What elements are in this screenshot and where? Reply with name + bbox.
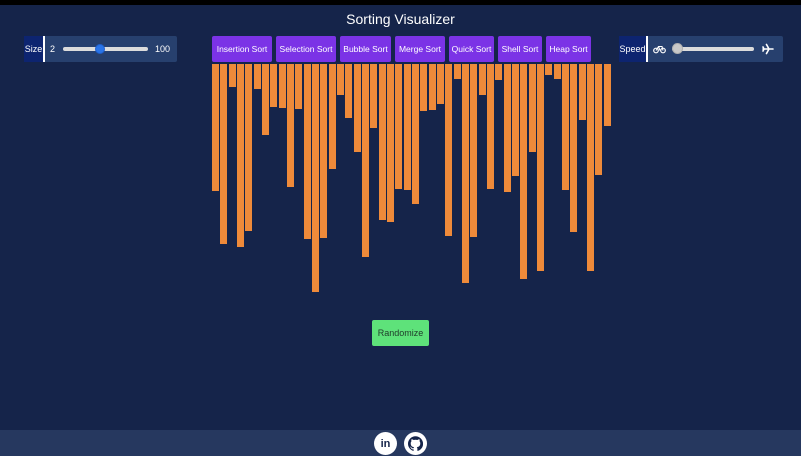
array-bar [403,64,411,190]
size-control: Size 2 100 [24,36,177,62]
randomize-button[interactable]: Randomize [372,320,429,346]
array-bar [361,64,369,257]
algorithm-buttons: Insertion Sort Selection Sort Bubble Sor… [212,36,595,62]
array-bar [453,64,461,79]
array-bar [220,64,228,244]
github-icon[interactable] [404,432,427,455]
array-bar [395,64,403,189]
array-bar [336,64,344,95]
array-bar [461,64,469,283]
array-bar [545,64,553,75]
array-bar [411,64,419,204]
quick-sort-button[interactable]: Quick Sort [449,36,494,62]
shell-sort-button[interactable]: Shell Sort [498,36,542,62]
selection-sort-button[interactable]: Selection Sort [276,36,336,62]
array-bar [420,64,428,111]
speed-control: Speed [619,36,783,62]
page-title: Sorting Visualizer [346,11,455,27]
speed-slider[interactable] [672,43,754,54]
heap-sort-button[interactable]: Heap Sort [546,36,591,62]
array-bar [486,64,494,189]
array-bar [320,64,328,238]
array-bar [270,64,278,107]
array-bars [212,64,611,304]
insertion-sort-button[interactable]: Insertion Sort [212,36,272,62]
speed-slider-thumb[interactable] [672,43,683,54]
speed-label: Speed [619,36,648,62]
array-bar [578,64,586,120]
array-bar [553,64,561,79]
array-bar [586,64,594,271]
size-max-label: 100 [155,44,171,54]
array-bar [236,64,244,247]
bubble-sort-button[interactable]: Bubble Sort [340,36,391,62]
array-bar [561,64,569,190]
merge-sort-button[interactable]: Merge Sort [395,36,445,62]
array-bar [520,64,528,279]
array-bar [378,64,386,220]
airplane-icon [761,42,775,56]
array-bar [536,64,544,271]
array-bar [570,64,578,232]
array-bar [528,64,536,152]
array-bar [345,64,353,118]
linkedin-label: in [380,437,391,450]
array-bar [595,64,603,175]
array-bar [470,64,478,237]
footer: in [0,430,801,456]
array-bar [511,64,519,176]
array-bar [278,64,286,108]
array-bar [603,64,611,126]
array-bar [428,64,436,110]
array-bar [478,64,486,95]
array-bar [386,64,394,222]
array-bar [495,64,503,80]
linkedin-icon[interactable]: in [374,432,397,455]
size-label: Size [24,36,45,62]
size-slider-thumb[interactable] [94,44,105,54]
array-bar [436,64,444,104]
array-bar [212,64,219,191]
array-bar [370,64,378,128]
array-bar [253,64,261,89]
array-bar [261,64,269,135]
array-bar [503,64,511,192]
size-slider[interactable] [63,44,149,54]
array-bar [286,64,294,187]
array-bar [353,64,361,152]
array-bar [228,64,236,87]
array-bar [328,64,336,169]
array-bar [303,64,311,239]
array-bar [311,64,319,292]
array-bar [445,64,453,236]
array-bar [295,64,303,109]
array-bar [245,64,253,231]
bicycle-icon [652,42,666,56]
window-top-strip [0,0,801,5]
size-min-label: 2 [50,44,56,54]
